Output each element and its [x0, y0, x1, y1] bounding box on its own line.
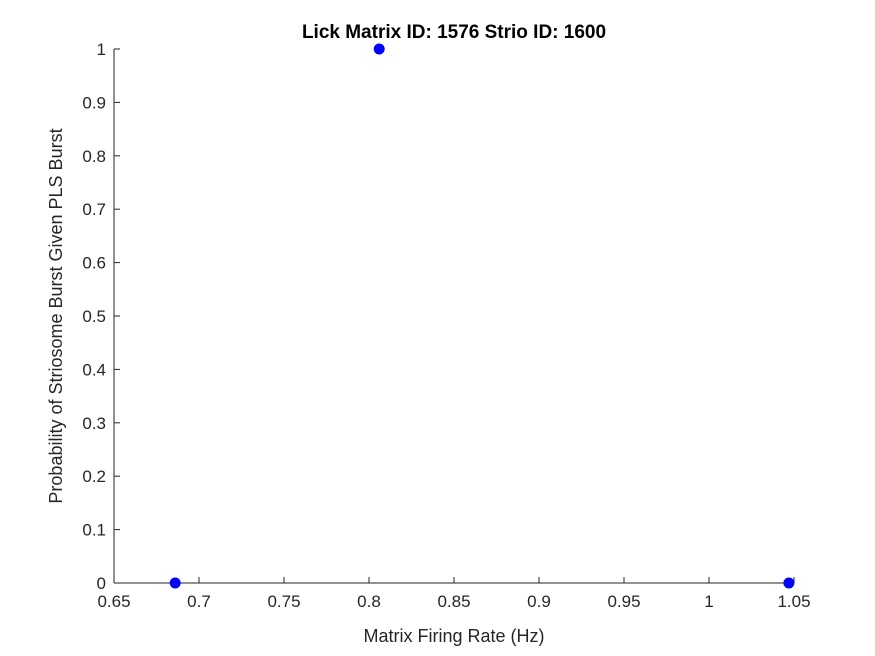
x-tick-label: 0.75	[267, 592, 300, 611]
x-tick-label: 0.8	[357, 592, 381, 611]
data-point	[783, 577, 795, 589]
y-tick-label: 0.2	[82, 467, 106, 486]
y-axis-label: Probability of Striosome Burst Given PLS…	[46, 128, 66, 503]
data-points	[169, 43, 795, 589]
data-point	[169, 577, 181, 589]
x-tick-label: 1.05	[777, 592, 810, 611]
x-tick-label: 0.85	[437, 592, 470, 611]
chart-title: Lick Matrix ID: 1576 Strio ID: 1600	[302, 22, 606, 43]
y-tick-label: 0	[97, 574, 106, 593]
y-tick-label: 0.8	[82, 147, 106, 166]
y-tick-label: 0.1	[82, 521, 106, 540]
x-tick-label: 0.7	[187, 592, 211, 611]
y-axis-ticks: 0 0.1 0.2 0.3 0.4 0.5 0.6 0.7 0.8 0.9 1	[82, 40, 120, 593]
y-tick-label: 0.4	[82, 360, 106, 379]
x-tick-label: 0.95	[607, 592, 640, 611]
y-tick-label: 0.9	[82, 93, 106, 112]
y-tick-label: 1	[97, 40, 106, 59]
x-tick-label: 0.65	[97, 592, 130, 611]
y-tick-label: 0.5	[82, 307, 106, 326]
x-axis-label: Matrix Firing Rate (Hz)	[363, 626, 544, 646]
y-tick-label: 0.7	[82, 200, 106, 219]
x-tick-label: 0.9	[527, 592, 551, 611]
x-axis-ticks: 0.65 0.7 0.75 0.8 0.85 0.9 0.95 1 1.05	[97, 577, 811, 611]
x-tick-label: 1	[704, 592, 713, 611]
axes	[113, 49, 794, 584]
y-tick-label: 0.6	[82, 254, 106, 273]
y-tick-label: 0.3	[82, 414, 106, 433]
data-point	[373, 43, 385, 55]
